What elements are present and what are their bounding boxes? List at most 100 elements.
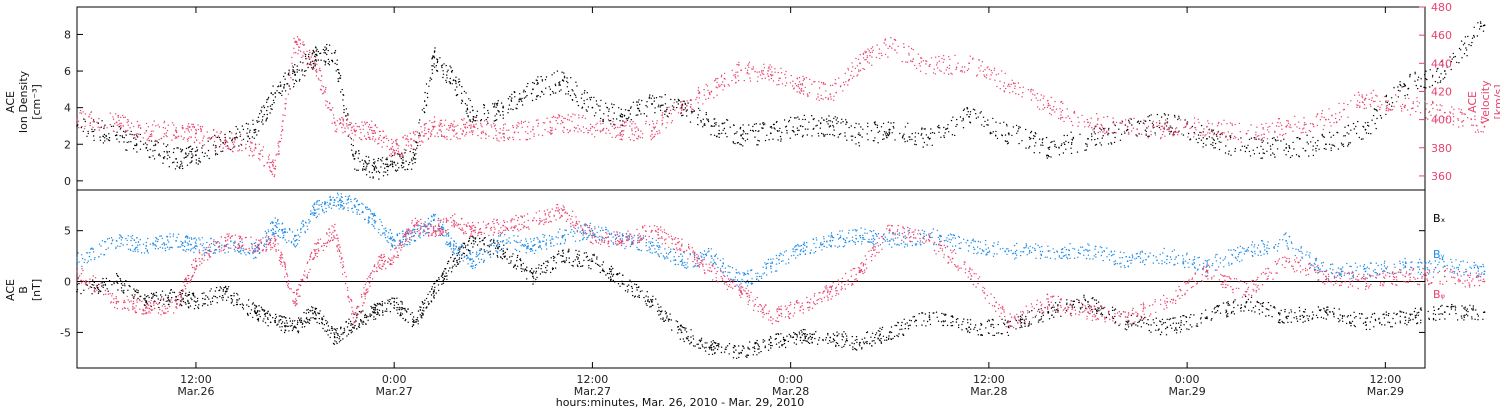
ion-density-point: [446, 71, 448, 73]
ion-density-point: [230, 148, 232, 151]
velocity-point: [1003, 91, 1006, 93]
ion-density-point: [269, 112, 271, 114]
velocity-point: [537, 125, 539, 127]
bfield-bx-point: [311, 306, 313, 308]
bfield-bx-point: [335, 330, 337, 332]
bfield-bx-point: [198, 304, 200, 306]
ion-density-point: [1321, 133, 1323, 136]
velocity-point: [480, 124, 482, 126]
bfield-bx-point: [449, 267, 451, 269]
ion-density-point: [210, 137, 213, 139]
velocity-point: [1340, 116, 1343, 118]
ion-density-point: [1258, 152, 1261, 154]
velocity-point: [1160, 125, 1163, 128]
ion-density-point: [446, 77, 448, 79]
ion-density-point: [583, 100, 585, 102]
velocity-point: [1061, 109, 1064, 112]
velocity-point: [1066, 108, 1068, 110]
bfield-bx-point: [680, 325, 682, 327]
ion-density-point: [1050, 156, 1052, 158]
velocity-point: [215, 136, 218, 139]
ion-density-point: [452, 79, 455, 82]
velocity-point: [544, 122, 546, 124]
bfield-bx-point: [473, 243, 475, 245]
velocity-point: [390, 148, 393, 150]
bfield-bx-point: [325, 322, 328, 325]
velocity-point: [1003, 85, 1005, 87]
bfield-bx-point: [238, 298, 241, 300]
ion-density-point: [1048, 148, 1050, 151]
velocity-point: [1438, 109, 1441, 111]
velocity-point: [1343, 108, 1346, 111]
velocity-point: [614, 126, 617, 129]
ion-density-point: [196, 149, 199, 151]
velocity-point: [302, 55, 304, 57]
velocity-point: [439, 124, 442, 126]
velocity-point: [1014, 82, 1016, 85]
ion-density-point: [883, 131, 886, 133]
ion-density-point: [961, 120, 963, 122]
velocity-point: [547, 131, 549, 133]
ion-density-point: [1275, 140, 1277, 142]
ion-density-point: [629, 113, 631, 115]
velocity-point: [1255, 137, 1257, 139]
ion-density-point: [1046, 157, 1049, 159]
velocity-point: [485, 137, 487, 140]
bfield-bx-point: [690, 342, 692, 344]
ion-density-point: [858, 142, 860, 144]
ion-density-point: [659, 96, 661, 98]
velocity-point: [491, 126, 493, 128]
bfield-bx-point: [205, 295, 207, 297]
bfield-bx-point: [325, 330, 328, 333]
velocity-point: [596, 122, 598, 124]
velocity-point: [691, 108, 693, 110]
velocity-point: [983, 74, 985, 76]
ion-density-point: [575, 81, 577, 83]
velocity-point: [390, 147, 392, 149]
velocity-point: [1262, 127, 1264, 129]
velocity-point: [852, 66, 854, 68]
ion-density-point: [554, 84, 557, 87]
ion-density-point: [764, 123, 766, 125]
velocity-point: [972, 57, 974, 59]
ion-density-point: [646, 101, 648, 103]
ion-density-point: [311, 67, 313, 69]
velocity-point: [1356, 104, 1358, 106]
ion-density-point: [377, 160, 379, 162]
ion-density-point: [1273, 153, 1275, 156]
bfield-bx-point: [180, 296, 182, 298]
ion-density-point: [445, 79, 447, 82]
ion-density-point: [969, 111, 972, 113]
ion-density-point: [627, 109, 629, 112]
bfield-bx-point: [264, 313, 266, 315]
ion-density-point: [1094, 133, 1096, 135]
bfield-bx-point: [274, 321, 277, 324]
velocity-point: [820, 81, 823, 84]
ion-density-point: [316, 48, 318, 51]
bfield-bx-point: [196, 297, 199, 300]
velocity-point: [90, 117, 93, 120]
ion-density-point: [1397, 89, 1400, 92]
ion-density-point: [835, 119, 837, 121]
bfield-bx-point: [605, 274, 607, 276]
ion-density-point: [537, 82, 539, 85]
velocity-point: [320, 80, 322, 82]
velocity-point: [1119, 122, 1122, 124]
bfield-bx-point: [350, 324, 352, 326]
velocity-point: [89, 122, 92, 124]
velocity-point: [190, 136, 193, 138]
bfield-bx-point: [677, 326, 679, 328]
ion-density-point: [1042, 138, 1044, 140]
bfield-bx-point: [547, 261, 549, 264]
velocity-point: [706, 85, 709, 87]
bfield-bx-point: [705, 346, 707, 349]
ion-density-point: [274, 96, 277, 98]
velocity-point: [280, 134, 282, 136]
velocity-point: [1329, 121, 1331, 124]
velocity-point: [851, 70, 853, 73]
bfield-bx-point: [286, 322, 288, 324]
bfield-bx-point: [546, 265, 548, 267]
velocity-point: [1160, 128, 1162, 131]
velocity-point: [633, 134, 635, 136]
ion-density-point: [764, 139, 767, 142]
